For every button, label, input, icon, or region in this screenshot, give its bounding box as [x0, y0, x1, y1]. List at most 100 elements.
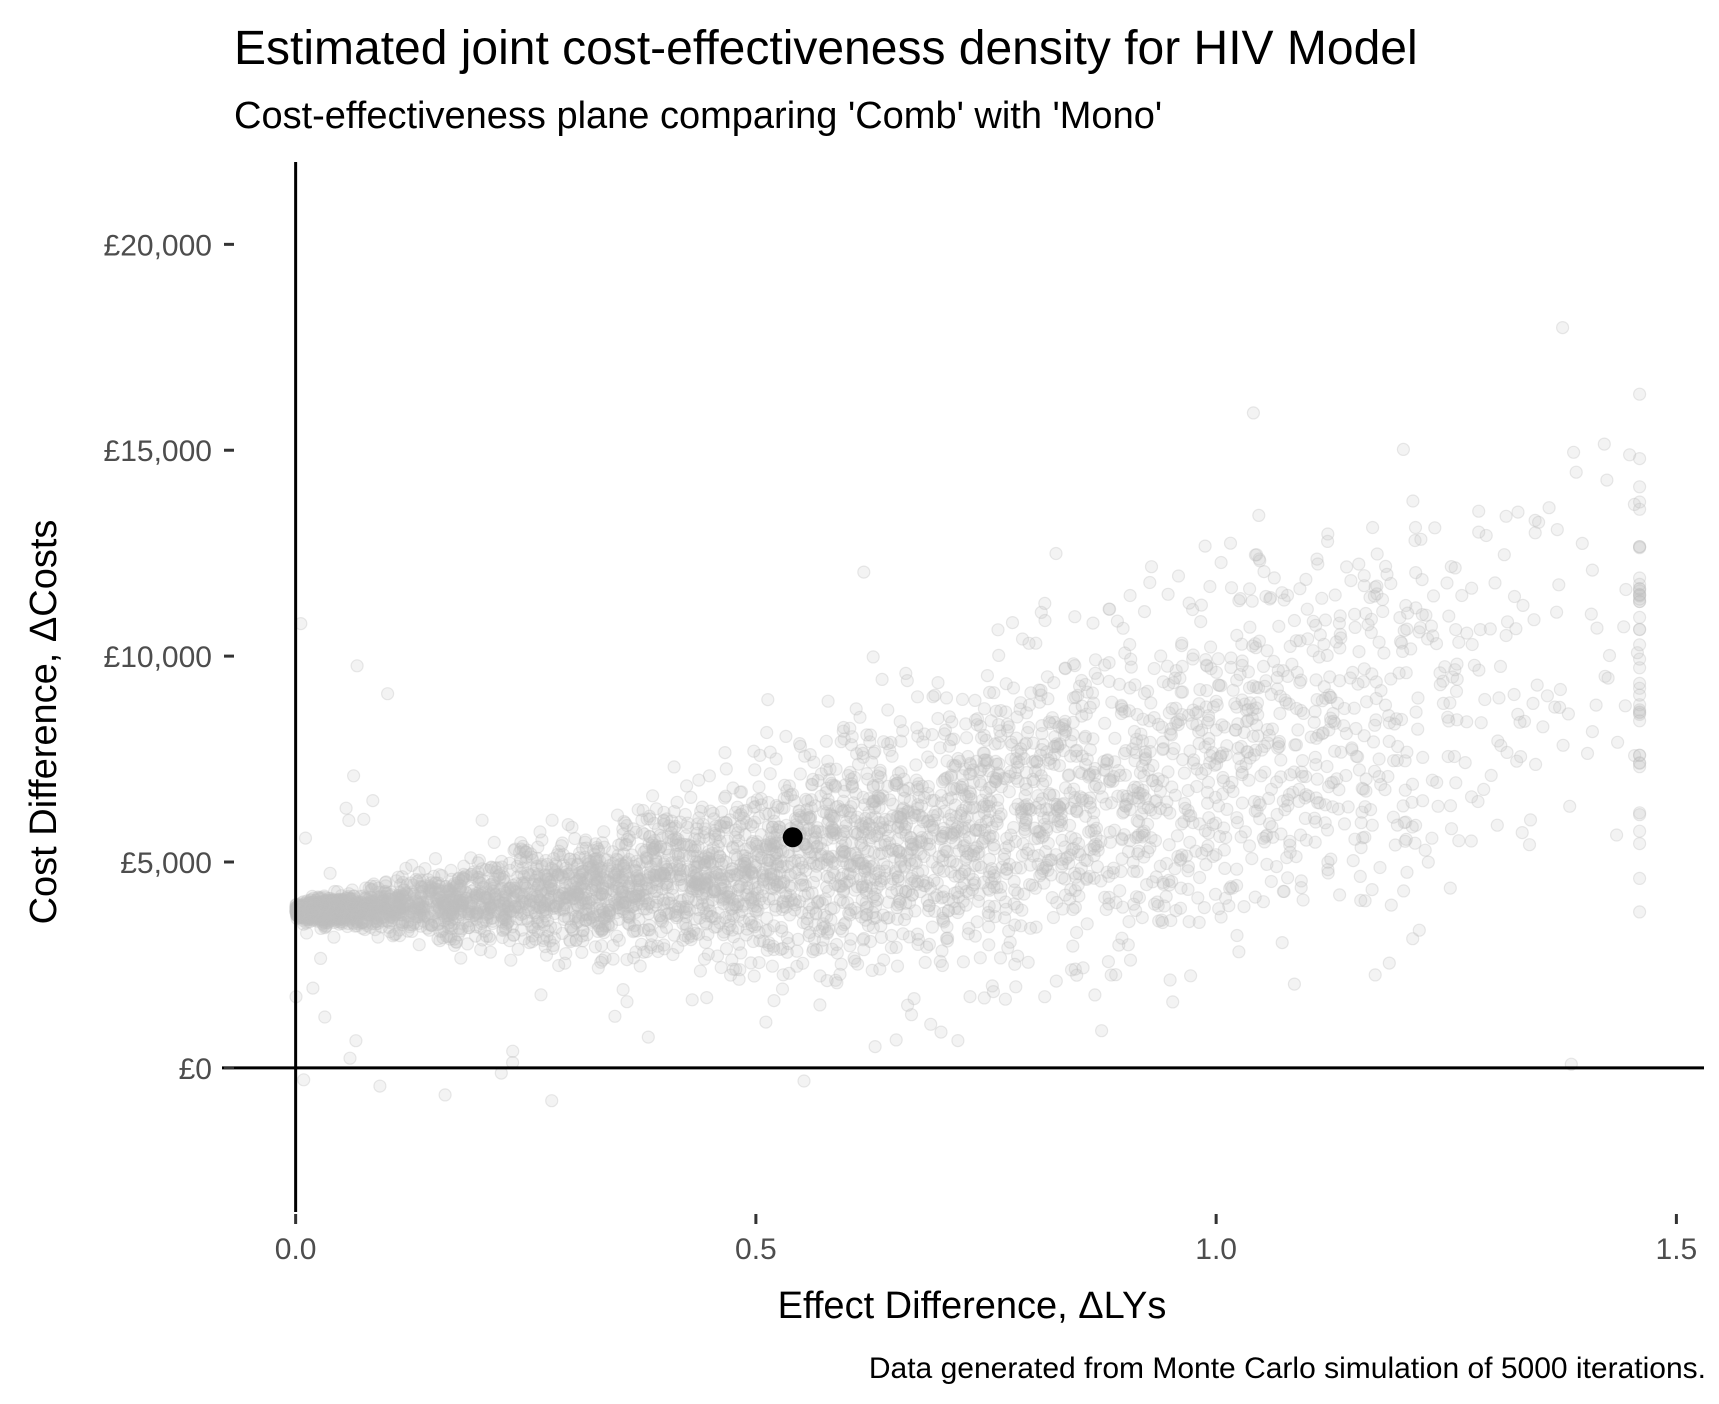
scatter-point — [1266, 654, 1281, 669]
scatter-point — [559, 946, 573, 961]
scatter-point — [1370, 587, 1384, 601]
scatter-point — [1038, 613, 1052, 628]
scatter-point — [878, 834, 892, 848]
scatter-point — [1197, 900, 1211, 915]
scatter-point — [349, 900, 364, 915]
scatter-point — [991, 717, 1006, 732]
scatter-point — [1259, 589, 1273, 604]
scatter-point — [1201, 839, 1215, 853]
scatter-point — [1251, 708, 1265, 722]
scatter-point — [339, 910, 353, 925]
scatter-point — [1600, 473, 1614, 487]
scatter-point — [384, 904, 398, 918]
scatter-point — [989, 704, 1003, 718]
scatter-point — [590, 870, 604, 885]
scatter-point — [371, 885, 385, 899]
scatter-point — [1095, 790, 1109, 804]
scatter-point — [624, 890, 638, 904]
scatter-point — [1507, 589, 1522, 604]
scatter-point — [302, 906, 316, 920]
scatter-point — [1202, 737, 1216, 751]
scatter-point — [1280, 871, 1295, 885]
scatter-point — [1043, 788, 1057, 802]
scatter-point — [1112, 938, 1126, 952]
scatter-point — [1341, 800, 1355, 814]
scatter-point — [389, 874, 403, 888]
scatter-point — [763, 837, 778, 851]
scatter-point — [1137, 604, 1152, 619]
scatter-point — [1632, 502, 1647, 516]
scatter-point — [1194, 614, 1208, 629]
scatter-point — [731, 826, 745, 840]
scatter-point — [346, 907, 360, 922]
scatter-point — [1029, 636, 1043, 650]
scatter-point — [344, 894, 358, 908]
scatter-point — [316, 906, 330, 921]
scatter-point — [498, 893, 512, 908]
scatter-point — [575, 945, 589, 960]
scatter-point — [1202, 811, 1216, 825]
scatter-point — [442, 883, 456, 898]
scatter-point — [1449, 684, 1464, 698]
scatter-point — [1115, 699, 1129, 714]
scatter-point — [718, 891, 732, 905]
scatter-point — [830, 976, 844, 990]
scatter-point — [1080, 917, 1094, 931]
scatter-point — [896, 927, 910, 941]
scatter-point — [1008, 957, 1022, 971]
scatter-point — [649, 895, 664, 909]
scatter-point — [866, 778, 880, 793]
scatter-point — [992, 648, 1006, 663]
scatter-point — [1088, 988, 1102, 1002]
scatter-point — [469, 920, 483, 934]
scatter-point — [1120, 792, 1134, 807]
scatter-point — [1128, 754, 1142, 768]
scatter-point — [708, 883, 722, 897]
scatter-point — [965, 883, 980, 897]
scatter-point — [1632, 539, 1647, 554]
scatter-point — [1632, 760, 1647, 774]
scatter-point — [462, 896, 476, 910]
scatter-point — [813, 998, 827, 1012]
scatter-point — [1272, 619, 1286, 633]
scatter-point — [1264, 687, 1279, 702]
scatter-point — [1399, 598, 1413, 613]
scatter-point — [1540, 689, 1555, 703]
scatter-point — [669, 833, 683, 848]
scatter-point — [1347, 701, 1361, 715]
scatter-point — [935, 831, 950, 845]
scatter-point — [1036, 829, 1051, 843]
scatter-point — [990, 817, 1004, 831]
scatter-point — [708, 884, 723, 899]
scatter-point — [301, 900, 315, 914]
scatter-point — [1022, 802, 1036, 816]
scatter-point — [547, 863, 561, 877]
scatter-point — [760, 943, 774, 957]
scatter-point — [780, 945, 794, 959]
scatter-point — [1500, 615, 1515, 629]
scatter-point — [374, 920, 388, 934]
scatter-point — [1590, 621, 1604, 635]
scatter-point — [1365, 882, 1379, 897]
scatter-point — [1123, 637, 1137, 652]
scatter-point — [332, 909, 346, 923]
scatter-point — [693, 964, 708, 978]
scatter-point — [977, 702, 992, 716]
scatter-point — [982, 781, 997, 795]
scatter-point — [905, 888, 919, 902]
scatter-point — [1165, 780, 1179, 794]
scatter-point — [506, 1044, 520, 1058]
scatter-point — [1145, 774, 1159, 788]
scatter-point — [759, 1015, 773, 1029]
scatter-point — [1017, 751, 1031, 766]
scatter-point — [1258, 765, 1272, 779]
scatter-point — [921, 750, 935, 764]
scatter-point — [1123, 802, 1137, 817]
scatter-point — [1472, 504, 1486, 518]
scatter-point — [792, 894, 807, 909]
scatter-point — [762, 938, 776, 952]
scatter-point — [1415, 794, 1430, 808]
scatter-point — [1421, 855, 1435, 869]
scatter-point — [949, 857, 964, 872]
scatter-point — [939, 931, 954, 946]
